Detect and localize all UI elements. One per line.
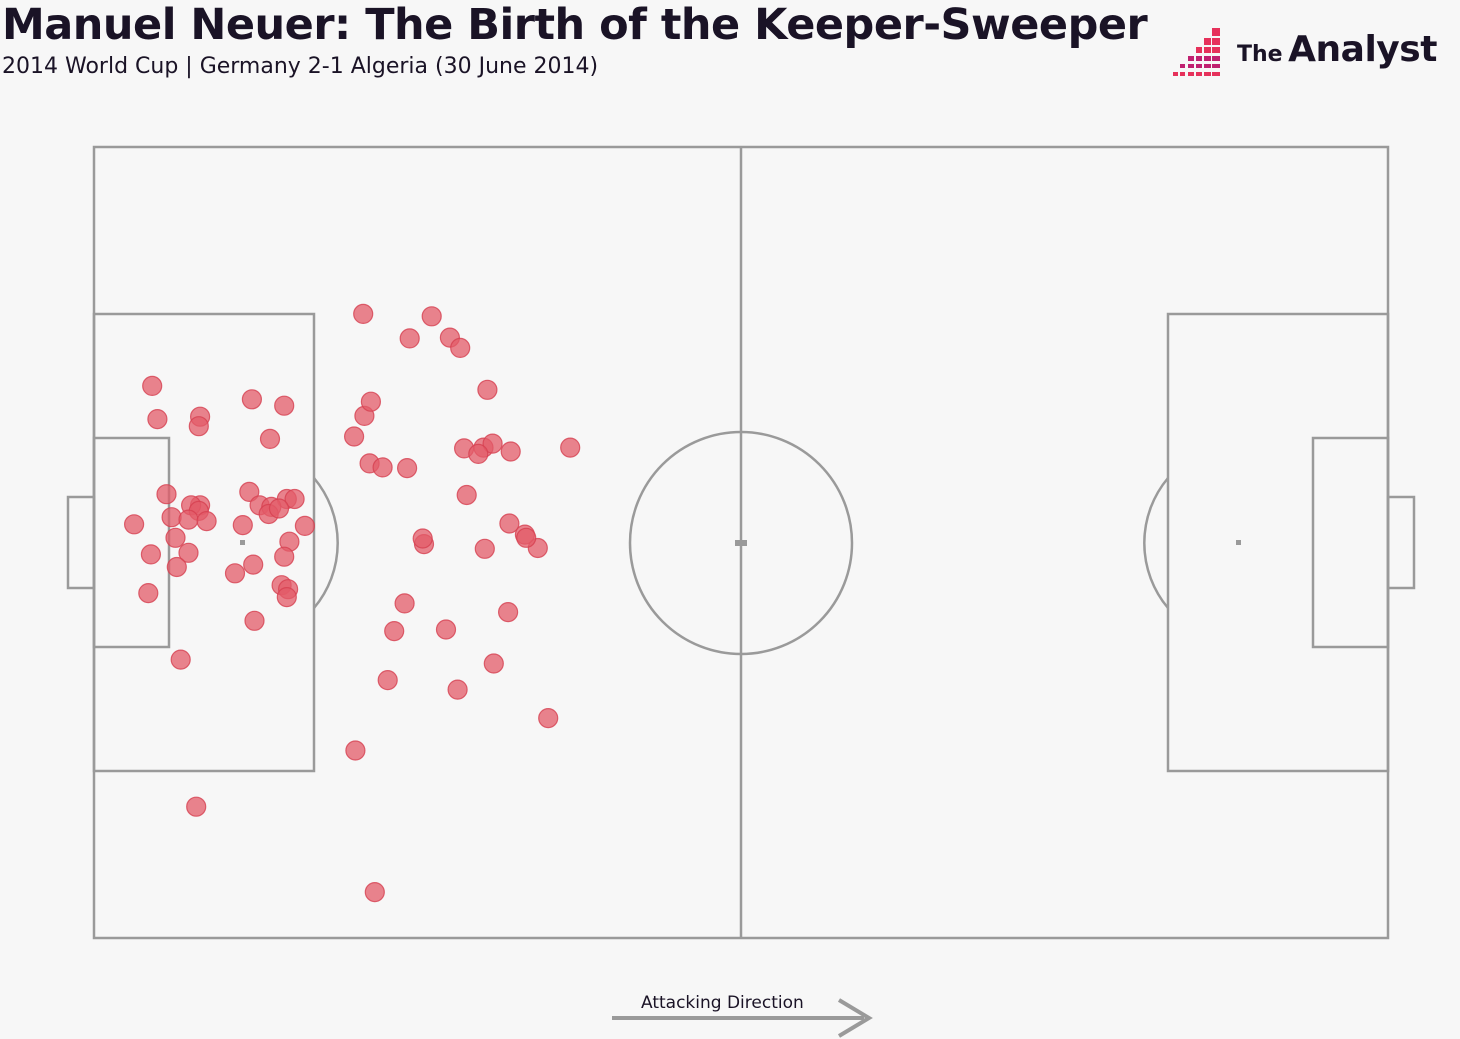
action-point-38 <box>274 546 295 567</box>
action-point-18 <box>239 481 260 502</box>
action-point-71 <box>538 707 559 729</box>
brand-logo: The Analyst <box>1170 22 1460 86</box>
action-point-69 <box>500 441 521 462</box>
action-point-16 <box>397 458 418 479</box>
action-point-73 <box>394 593 415 614</box>
action-point-72 <box>364 881 385 903</box>
action-point-51 <box>482 433 503 454</box>
brand-word-the: The <box>1237 42 1283 67</box>
action-point-4 <box>142 375 163 396</box>
arrow-right-icon <box>837 998 873 1038</box>
action-point-49 <box>450 337 471 358</box>
action-point-12 <box>344 426 365 447</box>
right-goal <box>1386 495 1416 590</box>
action-point-53 <box>468 443 489 464</box>
action-point-32 <box>294 515 315 537</box>
action-point-7 <box>147 409 168 430</box>
centre-circle <box>628 430 854 656</box>
action-point-34 <box>165 527 186 548</box>
action-point-2 <box>421 306 442 327</box>
right-penalty-arc <box>1143 477 1169 609</box>
action-point-30 <box>124 514 145 535</box>
chart-title: Manuel Neuer: The Birth of the Keeper-Sw… <box>2 0 1148 50</box>
brand-wordmark: The Analyst <box>1237 32 1437 68</box>
action-point-26 <box>284 488 305 510</box>
action-point-3 <box>399 328 420 349</box>
action-point-33 <box>268 498 290 519</box>
action-point-1 <box>353 303 374 324</box>
left-penalty-arc <box>313 477 339 609</box>
action-point-67 <box>276 586 297 608</box>
centre-spot <box>735 540 747 546</box>
action-point-63 <box>560 437 581 458</box>
attacking-direction-arrow <box>612 998 873 1038</box>
bar-blocks-logo-icon <box>1173 28 1220 76</box>
action-point-23 <box>161 507 182 528</box>
left-penalty-spot <box>240 540 245 545</box>
action-point-46 <box>170 649 191 670</box>
right-penalty-area <box>1166 312 1390 773</box>
action-point-50 <box>360 391 381 412</box>
action-point-58 <box>384 620 405 642</box>
action-point-9 <box>188 416 209 437</box>
action-point-28 <box>178 509 199 530</box>
action-point-36 <box>140 544 161 565</box>
action-point-41 <box>224 563 246 584</box>
action-point-65 <box>516 527 537 548</box>
action-point-64 <box>456 484 477 506</box>
action-point-45 <box>244 610 265 631</box>
action-point-42 <box>166 556 187 578</box>
action-point-37 <box>178 542 199 563</box>
action-point-29 <box>196 510 217 532</box>
action-point-54 <box>474 538 495 559</box>
action-point-11 <box>259 428 281 449</box>
action-point-60 <box>377 669 398 691</box>
action-point-70 <box>345 740 366 761</box>
left-six-yard-box <box>92 436 171 649</box>
brand-word-analyst: Analyst <box>1288 29 1437 70</box>
right-six-yard-box <box>1311 436 1390 649</box>
action-point-56 <box>499 513 520 534</box>
action-point-39 <box>243 554 264 575</box>
attacking-direction-label: Attacking Direction <box>641 993 804 1013</box>
action-point-47 <box>186 796 207 817</box>
action-point-57 <box>435 619 457 640</box>
action-point-6 <box>274 395 295 416</box>
action-point-15 <box>372 457 393 478</box>
action-point-74 <box>483 653 504 674</box>
action-point-75 <box>412 528 433 549</box>
left-goal <box>66 495 96 590</box>
action-point-5 <box>241 389 262 410</box>
action-point-66 <box>447 679 468 700</box>
action-point-31 <box>232 514 253 536</box>
action-point-59 <box>498 601 519 623</box>
chart-subtitle: 2014 World Cup | Germany 2-1 Algeria (30… <box>2 54 599 79</box>
action-point-43 <box>138 582 159 604</box>
right-penalty-spot <box>1236 540 1241 545</box>
action-point-68 <box>477 379 498 400</box>
action-point-17 <box>156 484 177 505</box>
